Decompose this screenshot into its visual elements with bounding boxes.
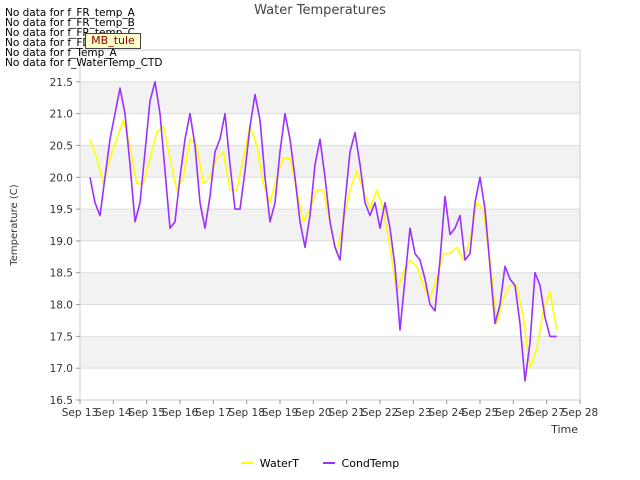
x-tick-label: Sep 21 [328,407,365,419]
series-line-watert [89,119,558,370]
legend-swatch-condtemp [322,462,335,464]
x-tick-label: Sep 25 [462,407,499,419]
y-tick-label: 19.5 [50,204,73,216]
background-band [80,272,580,305]
x-tick-label: Sep 22 [362,407,399,419]
x-tick-label: Sep 18 [228,407,265,419]
legend: WaterT CondTemp [0,454,640,470]
x-tick-label: Sep 27 [528,407,565,419]
x-tick-label: Sep 23 [395,407,432,419]
no-data-message: No data for f_FR_temp_B [5,17,135,29]
x-tick-label: Sep 24 [428,407,465,419]
x-tick-label: Sep 14 [95,407,132,419]
y-tick-label: 20.0 [50,172,73,184]
x-tick-label: Sep 28 [562,407,599,419]
y-tick-label: 20.5 [50,140,73,152]
x-axis-label: Time [550,423,578,436]
background-band [80,145,580,178]
series-layer [89,81,558,382]
chart-title: Water Temperatures [254,3,386,18]
x-tick-label: Sep 13 [62,407,99,419]
y-tick-label: 17.0 [50,363,73,375]
y-tick-label: 21.5 [50,77,73,89]
y-tick-label: 17.5 [50,331,73,343]
x-tick-label: Sep 16 [162,407,199,419]
y-axis-label: Temperature (C) [9,184,20,266]
legend-label-condtemp: CondTemp [341,456,400,470]
y-tick-label: 18.0 [50,300,73,312]
background-band [80,336,580,369]
x-tick-label: Sep 20 [295,407,332,419]
y-tick-label: 16.5 [50,395,73,407]
plot-background-bands [80,81,580,369]
x-tick-label: Sep 19 [262,407,299,419]
no-data-message: No data for f_FR_temp_A [5,7,135,19]
no-data-message: No data for f_Temp_A [5,47,117,59]
y-tick-label: 19.0 [50,236,73,248]
no-data-message: No data for f_WaterTemp_CTD [5,57,163,69]
series-line-condtemp [89,81,557,382]
legend-item-watert[interactable]: WaterT [240,456,300,470]
tooltip-box: MB_tule [85,33,141,49]
legend-label-watert: WaterT [259,456,300,470]
legend-swatch-watert [240,462,253,464]
y-axis-ticks: 16.5 17.0 17.5 18.0 18.5 19.0 19.5 20.0 20.5 21.0… [50,77,80,407]
x-tick-label: Sep 17 [195,407,232,419]
background-band [80,81,580,114]
legend-item-condtemp[interactable]: CondTemp [322,456,400,470]
x-tick-label: Sep 15 [128,407,165,419]
plot-frame [79,49,581,401]
y-tick-label: 21.0 [50,109,73,121]
x-tick-label: Sep 26 [495,407,532,419]
y-tick-label: 18.5 [50,268,73,280]
